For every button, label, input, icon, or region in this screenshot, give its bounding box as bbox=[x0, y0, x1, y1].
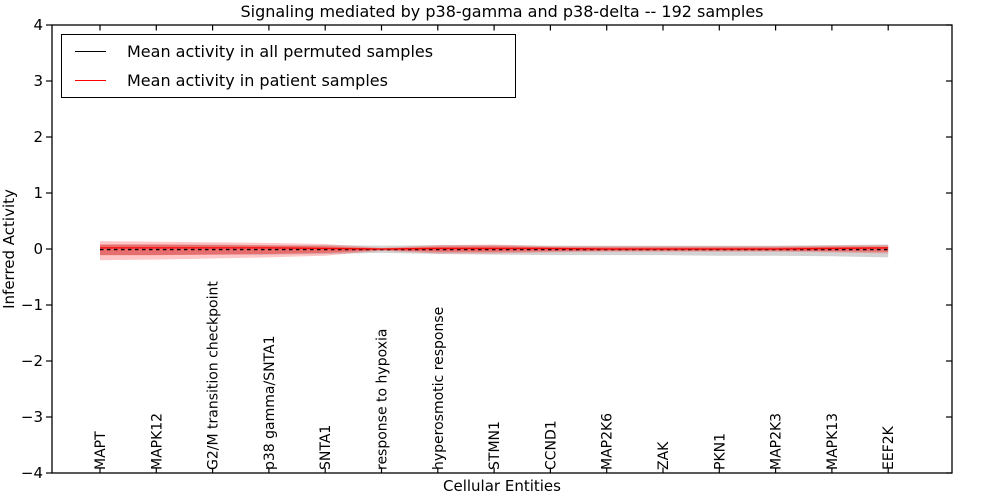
x-axis-label: Cellular Entities bbox=[443, 477, 561, 495]
x-entity-label: SNTA1 bbox=[318, 425, 334, 470]
y-tick-label: −1 bbox=[21, 296, 43, 314]
x-entity-label: MAP2K3 bbox=[769, 413, 785, 470]
permuted-line-sample bbox=[75, 51, 106, 52]
legend-label-patient: Mean activity in patient samples bbox=[127, 71, 388, 90]
legend-entry-permuted: Mean activity in all permuted samples bbox=[62, 38, 515, 66]
x-entity-label: G2/M transition checkpoint bbox=[206, 281, 222, 470]
x-entity-label: MAP2K6 bbox=[600, 413, 616, 470]
y-tick-label: 0 bbox=[33, 240, 43, 258]
x-entity-label: hyperosmotic response bbox=[431, 307, 447, 470]
legend-entry-patient: Mean activity in patient samples bbox=[62, 67, 515, 95]
y-tick-label: −2 bbox=[21, 352, 43, 370]
y-tick-label: 2 bbox=[33, 128, 43, 146]
patient-line-sample bbox=[75, 80, 106, 81]
x-entity-label: EEF2K bbox=[881, 425, 897, 470]
x-entity-label: STMN1 bbox=[487, 421, 503, 470]
mean-activity-in-patient-samples-line bbox=[100, 247, 889, 250]
x-entity-label: MAPK12 bbox=[149, 413, 165, 470]
y-axis-label: Inferred Activity bbox=[0, 189, 18, 309]
x-entity-label: MAPK13 bbox=[825, 413, 841, 470]
x-entity-label: response to hypoxia bbox=[375, 329, 391, 470]
y-tick-label: −4 bbox=[21, 464, 43, 482]
chart-title: Signaling mediated by p38-gamma and p38-… bbox=[240, 2, 764, 21]
legend-label-permuted: Mean activity in all permuted samples bbox=[127, 42, 434, 61]
y-tick-label: −3 bbox=[21, 408, 43, 426]
x-entity-label: PKN1 bbox=[712, 433, 728, 470]
patient-samples-std-outer-band bbox=[100, 241, 889, 261]
x-entity-label: ZAK bbox=[656, 441, 672, 470]
y-tick-label: 3 bbox=[33, 72, 43, 90]
x-entity-label: CCND1 bbox=[543, 420, 559, 470]
x-entity-label: p38 gamma/SNTA1 bbox=[262, 336, 278, 471]
legend-box: Mean activity in all permuted samples Me… bbox=[61, 34, 516, 98]
x-entity-label: MAPT bbox=[93, 431, 109, 470]
y-tick-label: 4 bbox=[33, 16, 43, 34]
y-tick-label: 1 bbox=[33, 184, 43, 202]
